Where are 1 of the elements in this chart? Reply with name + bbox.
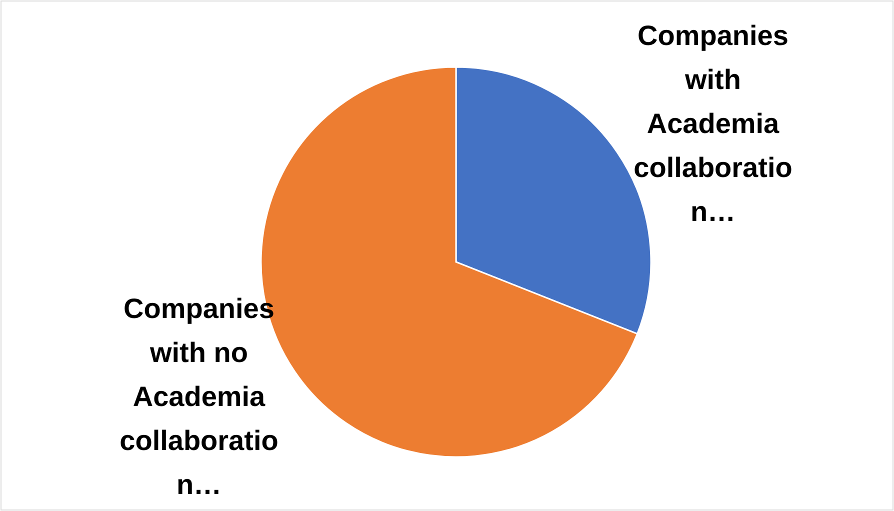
slice-label: Companies with Academia collaboration… [634, 20, 792, 227]
